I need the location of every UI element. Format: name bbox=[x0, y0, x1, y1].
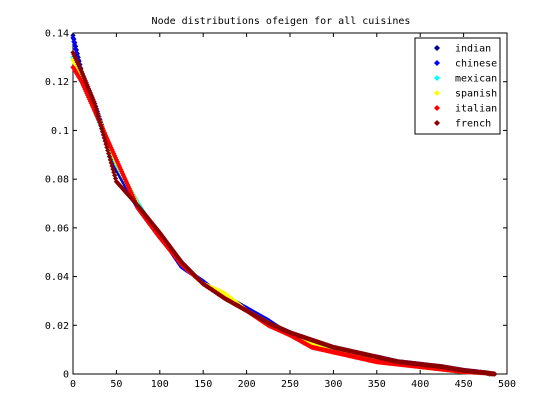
y-tick-label: 0.08 bbox=[45, 175, 69, 186]
x-tick-label: 100 bbox=[151, 379, 169, 390]
legend-marker-indian bbox=[433, 44, 441, 52]
legend-box bbox=[414, 37, 501, 135]
chart-title: Node distributions ofeigen for all cuisi… bbox=[152, 16, 411, 27]
x-tick-label: 350 bbox=[368, 379, 386, 390]
x-tick-label: 450 bbox=[455, 379, 473, 390]
legend-marker-french bbox=[433, 119, 441, 127]
legend-label-mexican: mexican bbox=[455, 74, 497, 85]
y-tick-label: 0.06 bbox=[45, 223, 69, 234]
y-tick-label: 0.12 bbox=[45, 77, 69, 88]
legend-label-indian: indian bbox=[455, 44, 491, 55]
legend-label-french: french bbox=[455, 119, 491, 130]
x-tick-label: 400 bbox=[411, 379, 429, 390]
x-tick-label: 250 bbox=[281, 379, 299, 390]
y-axis: 0 0.02 0.04 0.06 0.08 0.1 0.12 0.14 bbox=[45, 29, 507, 381]
legend-marker-italian bbox=[433, 104, 441, 112]
y-tick-label: 0.1 bbox=[51, 126, 69, 137]
legend-label-chinese: chinese bbox=[455, 59, 497, 70]
x-tick-label: 500 bbox=[498, 379, 516, 390]
x-tick-label: 50 bbox=[110, 379, 122, 390]
x-tick-label: 150 bbox=[194, 379, 212, 390]
y-tick-label: 0 bbox=[63, 370, 69, 381]
x-tick-label: 200 bbox=[238, 379, 256, 390]
series-french bbox=[70, 49, 498, 377]
x-tick-label: 0 bbox=[70, 379, 76, 390]
legend-marker-chinese bbox=[433, 59, 441, 67]
x-axis: 0 50 100 150 200 250 300 350 400 450 500 bbox=[70, 33, 516, 390]
legend-marker-spanish bbox=[433, 89, 441, 97]
y-tick-label: 0.02 bbox=[45, 321, 69, 332]
series-layer bbox=[70, 32, 498, 377]
legend-label-spanish: spanish bbox=[455, 89, 497, 100]
legend-marker-mexican bbox=[433, 74, 441, 82]
legend-label-italian: italian bbox=[455, 104, 497, 115]
legend: indian chinese mexican spanish italian french bbox=[414, 37, 501, 135]
x-tick-label: 300 bbox=[324, 379, 342, 390]
y-tick-label: 0.14 bbox=[45, 29, 69, 40]
data-point bbox=[492, 371, 498, 377]
y-tick-label: 0.04 bbox=[45, 272, 69, 283]
